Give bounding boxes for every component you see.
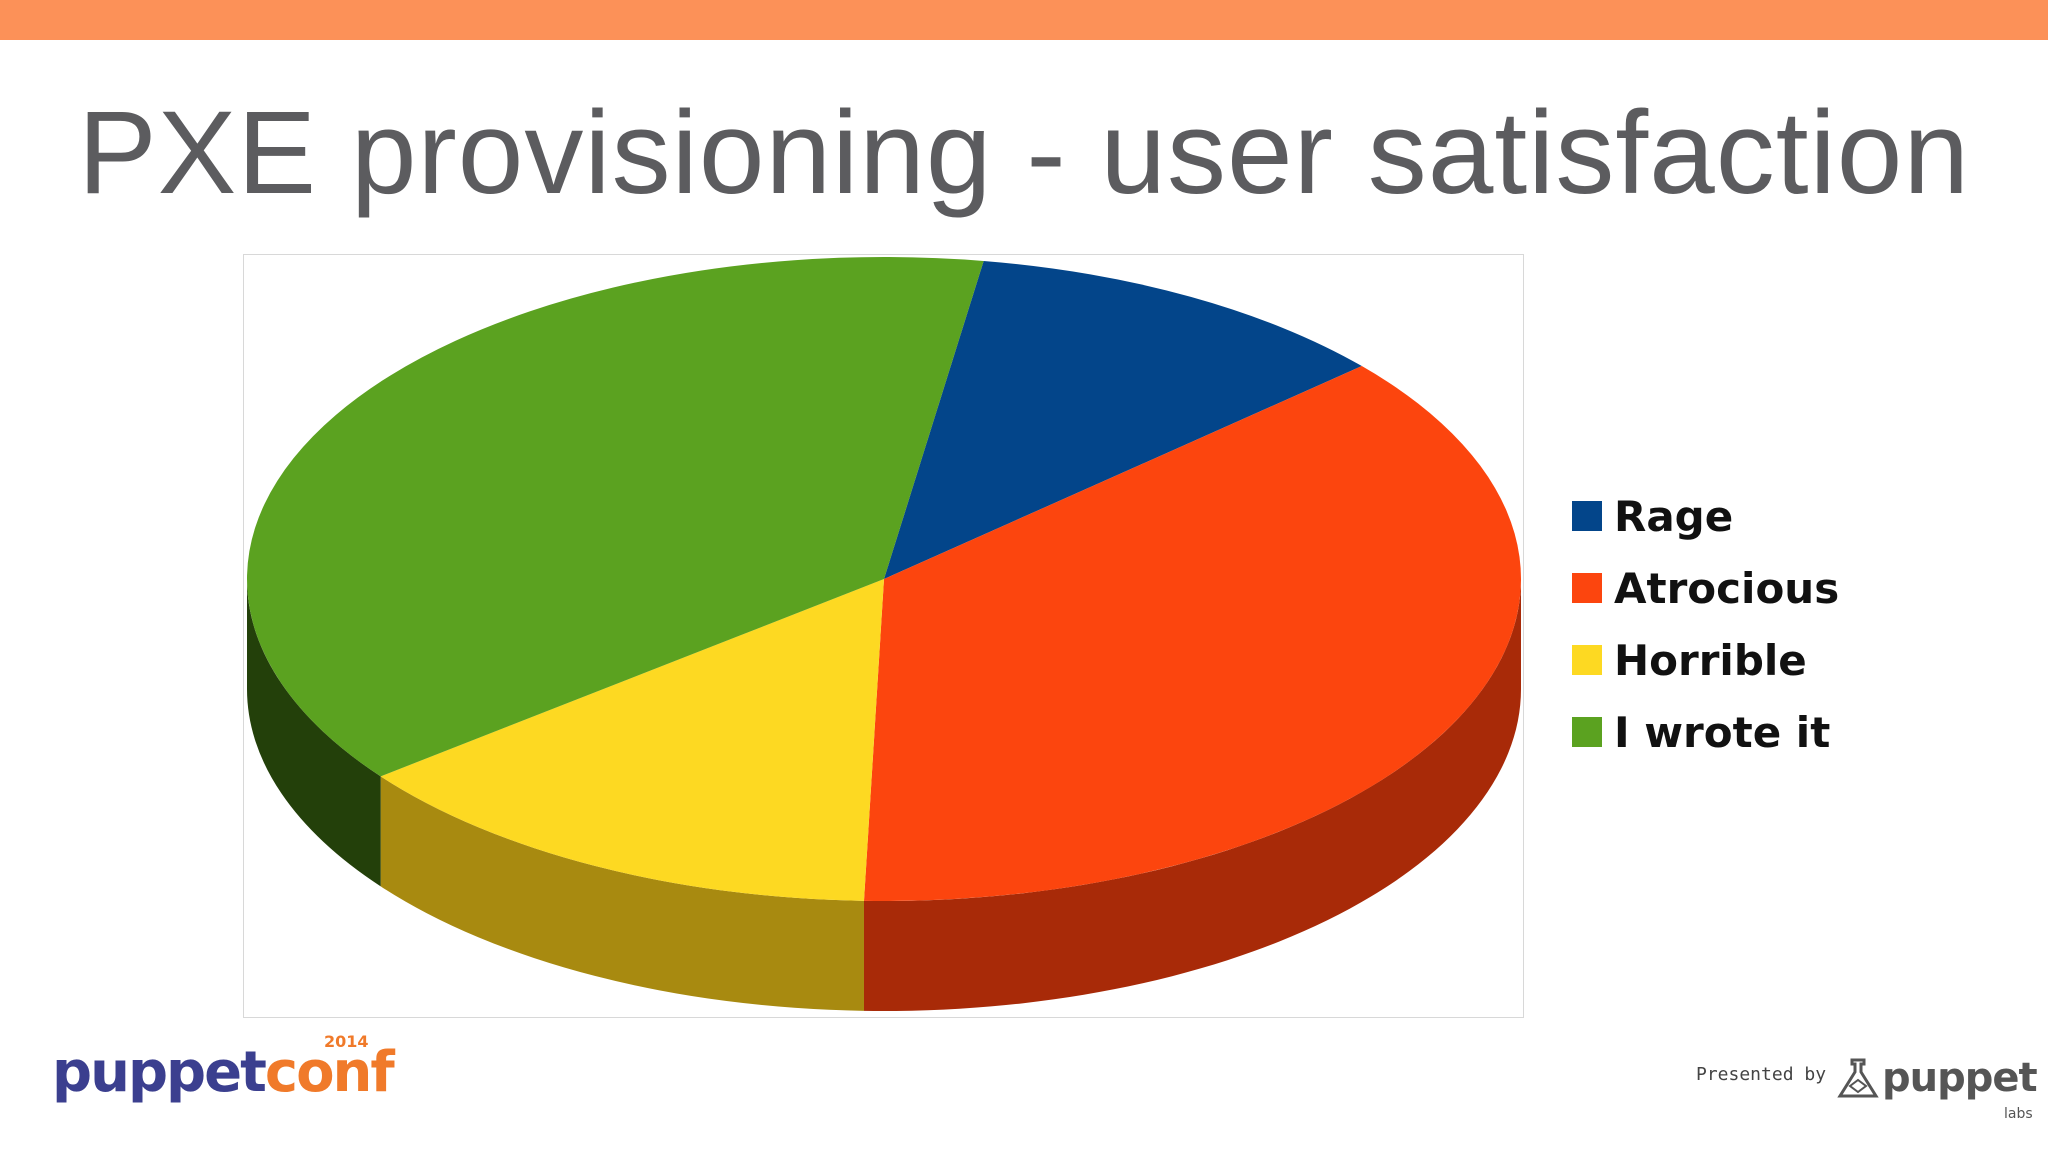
legend-swatch-rage — [1572, 501, 1602, 531]
pie-chart — [246, 257, 1522, 1012]
pie-side-horrible — [380, 776, 864, 1011]
logo-conf-text: conf — [264, 1040, 395, 1105]
legend-item-horrible: Horrible — [1572, 624, 1839, 696]
legend-swatch-horrible — [1572, 645, 1602, 675]
puppet-labs-wordmark: puppet labs — [1882, 1055, 2038, 1122]
puppet-word-text: puppet — [1882, 1055, 2038, 1101]
top-accent-bar — [0, 0, 2048, 40]
legend-label-rage: Rage — [1614, 491, 1734, 541]
labs-sub-text: labs — [2004, 1106, 2033, 1122]
logo-puppet-text: puppet — [52, 1040, 267, 1105]
legend-swatch-i-wrote-it — [1572, 717, 1602, 747]
pie-slice-atrocious — [863, 366, 1522, 902]
legend-label-horrible: Horrible — [1614, 635, 1807, 685]
pie-slice-i-wrote-it — [246, 257, 984, 777]
presented-by-text: Presented by — [1696, 1063, 1827, 1085]
pie-side-i-wrote-it — [247, 579, 381, 887]
chart-legend: Rage Atrocious Horrible I wrote it — [1572, 480, 1839, 768]
chart-frame — [243, 254, 1524, 1018]
puppetconf-wordmark: puppetconf 2014 — [52, 1032, 395, 1105]
pie-side-atrocious — [863, 579, 1522, 1012]
legend-label-atrocious: Atrocious — [1614, 563, 1840, 613]
legend-item-atrocious: Atrocious — [1572, 552, 1839, 624]
pie-slice-rage — [884, 260, 1362, 579]
puppet-labs-flask-icon — [1837, 1058, 1879, 1098]
logo-year-text: 2014 — [324, 1032, 369, 1051]
legend-label-i-wrote-it: I wrote it — [1614, 707, 1831, 757]
puppetconf-logo: puppetconf 2014 — [52, 1032, 395, 1120]
legend-swatch-atrocious — [1572, 573, 1602, 603]
legend-item-i-wrote-it: I wrote it — [1572, 696, 1839, 768]
legend-item-rage: Rage — [1572, 480, 1839, 552]
slide-title: PXE provisioning - user satisfaction — [77, 87, 1971, 219]
presented-by-logo: Presented by puppet labs — [1696, 1055, 2038, 1122]
pie-slice-horrible — [380, 579, 884, 901]
